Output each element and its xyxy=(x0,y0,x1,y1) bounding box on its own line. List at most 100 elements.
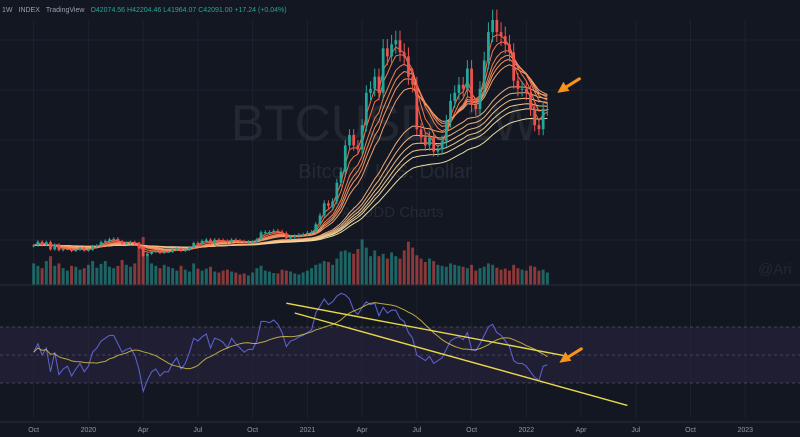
x-tick-label: Apr xyxy=(576,427,588,434)
x-tick-label: Apr xyxy=(138,427,150,434)
interval-label[interactable]: 1W xyxy=(2,6,13,14)
rsi-trendline-1[interactable] xyxy=(286,302,569,358)
candle xyxy=(449,93,452,128)
candle xyxy=(82,246,86,252)
volume-bar xyxy=(120,260,124,285)
candle xyxy=(129,240,132,245)
volume-bar xyxy=(512,264,516,285)
candle xyxy=(377,68,381,101)
candle xyxy=(386,39,389,66)
candle xyxy=(87,248,90,252)
volume-bar xyxy=(326,261,330,285)
volume-bar xyxy=(310,268,314,285)
volume-bar xyxy=(495,267,499,285)
volume-bar xyxy=(217,272,221,285)
volume-bar xyxy=(318,263,322,285)
candle xyxy=(495,9,499,43)
x-tick-label: Oct xyxy=(28,427,39,434)
source-label: TradingView xyxy=(45,6,85,14)
candle xyxy=(293,234,297,239)
candle xyxy=(196,241,200,245)
volume-bar xyxy=(470,264,474,285)
candle xyxy=(234,238,238,243)
volume-bars xyxy=(32,237,549,285)
candle xyxy=(331,198,334,209)
candle xyxy=(453,85,457,109)
candle xyxy=(373,68,377,97)
volume-bar xyxy=(103,261,107,285)
candle xyxy=(99,240,103,247)
candle xyxy=(242,239,246,244)
volume-bar xyxy=(348,252,351,285)
candle xyxy=(272,228,276,234)
volume-bar xyxy=(272,273,276,285)
candle xyxy=(508,34,511,62)
volume-bar xyxy=(53,265,57,285)
volume-bar xyxy=(520,269,524,285)
candle xyxy=(516,72,520,97)
candle xyxy=(238,238,242,243)
candle xyxy=(124,241,128,246)
candle xyxy=(175,247,179,251)
volume-bar xyxy=(314,264,318,285)
volume-bar xyxy=(428,258,431,285)
candle xyxy=(53,243,57,251)
volume-bar xyxy=(335,258,339,285)
volume-bar xyxy=(268,271,271,285)
volume-bar xyxy=(175,270,179,285)
candle xyxy=(301,232,305,237)
candle xyxy=(255,237,259,244)
volume-bar xyxy=(322,261,326,285)
volume-bar xyxy=(453,264,457,285)
candle xyxy=(66,247,69,251)
candle xyxy=(103,239,107,244)
volume-bar xyxy=(221,270,225,285)
candle xyxy=(209,238,212,245)
candle xyxy=(491,9,494,43)
candle xyxy=(179,247,183,253)
volume-bar xyxy=(533,266,537,285)
candlesticks xyxy=(32,9,549,257)
volume-bar xyxy=(364,247,368,285)
candle xyxy=(141,246,145,257)
volume-bar xyxy=(57,263,61,285)
volume-bar xyxy=(499,269,503,285)
x-tick-label: 2022 xyxy=(519,427,535,434)
volume-bar xyxy=(44,261,48,285)
volume-bar xyxy=(491,264,495,285)
candle xyxy=(343,140,347,177)
candle xyxy=(108,237,111,243)
x-tick-label: Oct xyxy=(466,427,477,434)
candle xyxy=(183,248,187,253)
candle xyxy=(276,228,280,234)
volume-bar xyxy=(478,268,482,285)
candle xyxy=(70,247,73,253)
rsi-pane xyxy=(0,292,800,407)
candle xyxy=(415,76,419,136)
rsi-arrow-annotation xyxy=(559,347,583,363)
volume-bar xyxy=(65,270,69,285)
rsi-trendline-2[interactable] xyxy=(294,312,628,407)
chart-header: 1W INDEX TradingView O42074.56 H42204.46… xyxy=(0,0,287,20)
candle xyxy=(390,34,393,66)
volume-bar xyxy=(423,261,427,285)
volume-bar xyxy=(183,269,187,285)
candle xyxy=(503,26,507,54)
candle xyxy=(478,81,482,116)
x-tick-label: Jul xyxy=(412,427,421,434)
volume-bar xyxy=(297,274,301,285)
candle xyxy=(49,240,52,251)
candle xyxy=(150,250,153,255)
candle xyxy=(537,119,541,136)
candle xyxy=(310,230,313,235)
candle xyxy=(364,85,368,132)
candle xyxy=(444,114,448,147)
x-tick-label: 2021 xyxy=(300,427,316,434)
candle xyxy=(461,76,465,97)
exchange-label: INDEX xyxy=(18,6,40,14)
volume-bar xyxy=(78,269,82,285)
candle xyxy=(74,248,78,253)
volume-bar xyxy=(166,266,170,285)
volume-bar xyxy=(516,268,520,285)
